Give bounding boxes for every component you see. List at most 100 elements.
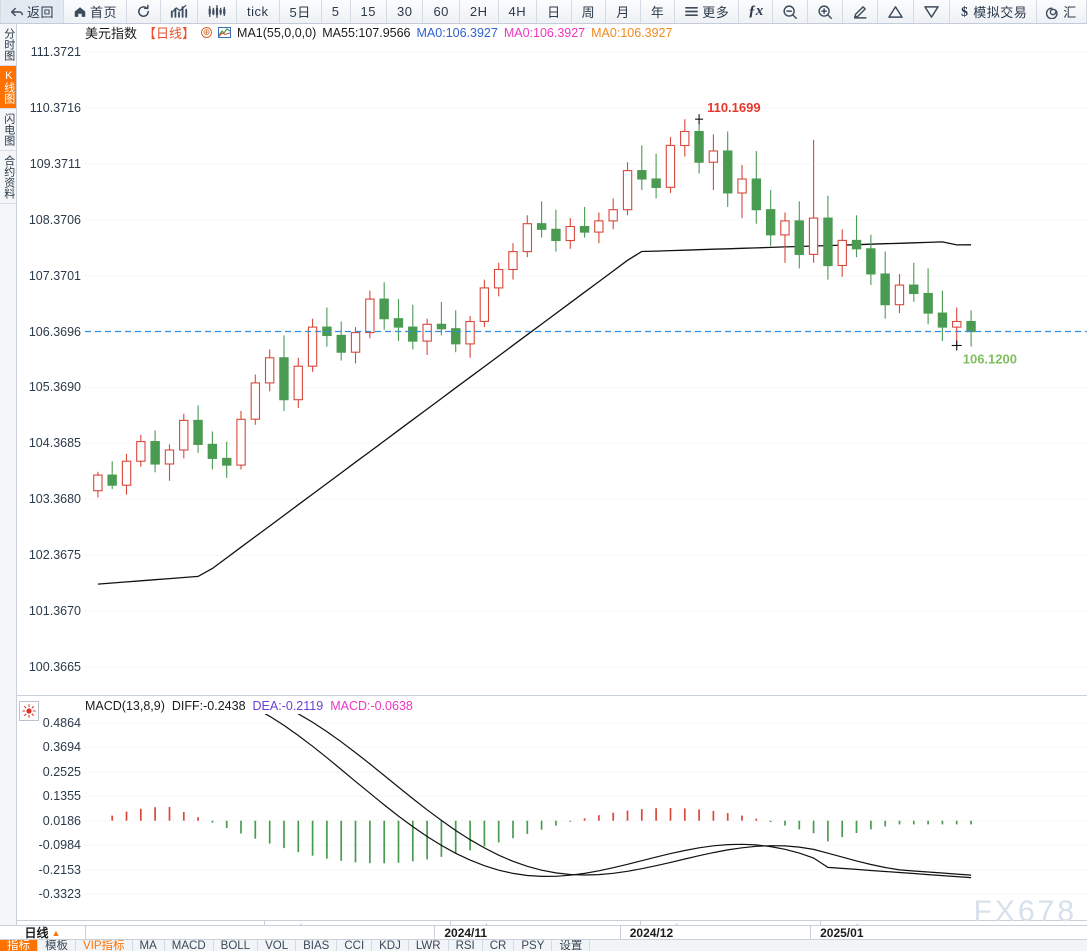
price-plot-area[interactable]: 110.1699 106.1200: [85, 41, 1087, 696]
macd-diff-value: DIFF:-0.2438: [171, 698, 246, 713]
indicator-tab-vip指标[interactable]: VIP指标: [76, 940, 133, 951]
chart-type-button[interactable]: [161, 0, 199, 23]
draw-button[interactable]: [843, 0, 879, 23]
down-triangle-button[interactable]: [914, 0, 951, 23]
svg-text:110.1699: 110.1699: [707, 100, 761, 115]
indicator-tab-设置[interactable]: 设置: [552, 940, 591, 951]
back-button-label: 返回: [27, 5, 55, 20]
ma55-value: MA55:107.9566: [322, 25, 411, 40]
period-15min-button-label: 15: [360, 4, 376, 19]
dollar-icon: $: [959, 4, 970, 19]
period-month-button-label: 月: [616, 5, 630, 20]
zoom-out-button[interactable]: [773, 0, 809, 23]
period-year-button-label: 年: [650, 5, 665, 20]
indicator-tab-lwr[interactable]: LWR: [409, 940, 449, 951]
up-triangle-button[interactable]: [878, 0, 915, 23]
period-day-button-label: 日: [547, 5, 561, 20]
period-year-button[interactable]: 年: [641, 0, 676, 23]
demo-trade-button[interactable]: $ 模拟交易: [950, 0, 1038, 23]
period-month-button[interactable]: 月: [606, 0, 641, 23]
period-day-button[interactable]: 日: [537, 0, 572, 23]
period-60min-button-label: 60: [433, 4, 449, 19]
macd-y-tick: 0.3694: [42, 740, 81, 755]
indicator-tab-macd[interactable]: MACD: [165, 940, 214, 951]
macd-legend: MACD(13,8,9) DIFF:-0.2438 DEA:-0.2119 MA…: [85, 697, 413, 714]
more-button-label: 更多: [702, 5, 730, 20]
period-2h-button[interactable]: 2H: [460, 0, 499, 23]
pencil-icon: [852, 4, 868, 20]
candlestick-button[interactable]: [198, 0, 238, 23]
macd-y-tick: 0.4864: [42, 716, 81, 730]
price-y-tick: 105.3690: [28, 380, 81, 395]
period-15min-button[interactable]: 15: [351, 0, 387, 23]
period-week-button-label: 周: [581, 5, 596, 20]
home-icon: [73, 5, 87, 19]
indicator-tab-boll[interactable]: BOLL: [214, 940, 259, 951]
price-y-tick: 106.3696: [28, 324, 81, 339]
svg-text:106.1200: 106.1200: [963, 351, 1017, 366]
main-toolbar: 返回 首页 tick 5日 5 15 30 60 2H 4H 日 周 月 年 更多 ƒx $ 模拟交易 汇: [0, 0, 1087, 24]
home-button[interactable]: 首页: [64, 0, 128, 23]
indicator-tab-模板[interactable]: 模板: [38, 940, 76, 951]
period-5min-button[interactable]: 5: [322, 0, 351, 23]
gear-small-icon[interactable]: ⊕: [201, 27, 213, 38]
indicator-tab-ma[interactable]: MA: [133, 940, 165, 951]
period-week-button[interactable]: 周: [572, 0, 607, 23]
period-30min-button[interactable]: 30: [387, 0, 424, 23]
ma0-pink-value: MA0:106.3927: [503, 25, 586, 40]
sidebar-item-2[interactable]: 闪电图: [0, 109, 16, 151]
macd-y-axis: 0.4864 0.3694 0.2525 0.1355 0.0186 -0.0984 -0.…: [17, 714, 85, 904]
indicator-tab-psy[interactable]: PSY: [514, 940, 553, 951]
period-60min-button[interactable]: 60: [423, 0, 460, 23]
macd-y-tick: -0.3323: [38, 887, 81, 901]
price-chart-legend: 美元指数 【日线】 ⊕ MA1(55,0,0,0) MA55:107.9566 …: [85, 24, 673, 42]
kline-icon[interactable]: [218, 27, 232, 38]
indicator-tab-vol[interactable]: VOL: [258, 940, 297, 951]
price-y-tick: 102.3675: [28, 548, 81, 563]
macd-y-tick: -0.0984: [38, 838, 81, 853]
period-badge[interactable]: 日线 ▲: [0, 926, 86, 940]
indicator-tab-cci[interactable]: CCI: [337, 940, 373, 951]
formula-button[interactable]: ƒx: [739, 0, 774, 23]
macd-macd-value: MACD:-0.0638: [330, 698, 413, 713]
sidebar-item-3[interactable]: 合约资料: [0, 151, 16, 204]
indicator-tab-指标[interactable]: 指标: [0, 940, 38, 951]
zoom-in-button[interactable]: [808, 0, 844, 23]
indicator-tab-kdj[interactable]: KDJ: [372, 940, 409, 951]
price-y-tick: 104.3685: [28, 436, 81, 451]
brightness-icon[interactable]: [19, 701, 39, 721]
ma0-orange-value: MA0:106.3927: [591, 25, 673, 40]
candlestick-icon: [207, 4, 227, 19]
period-4h-button[interactable]: 4H: [499, 0, 538, 23]
sidebar-item-0[interactable]: 分时图: [0, 24, 16, 66]
price-y-tick: 109.3711: [29, 156, 81, 171]
macd-plot-area[interactable]: [85, 714, 1087, 904]
fx-site-button-label: 汇: [1063, 5, 1077, 20]
triangle-up-icon: [887, 5, 904, 19]
price-y-tick: 107.3701: [28, 268, 81, 283]
period-5day-button[interactable]: 5日: [280, 0, 322, 23]
spiral-icon: [1046, 5, 1060, 19]
macd-y-tick: -0.2153: [38, 862, 81, 877]
period-5day-button-label: 5日: [289, 5, 311, 20]
macd-params: MACD(13,8,9): [85, 698, 165, 713]
period-label: 【日线】: [143, 26, 196, 41]
indicator-tab-cr[interactable]: CR: [483, 940, 515, 951]
refresh-button[interactable]: [127, 0, 162, 23]
ma0-blue-value: MA0:106.3927: [416, 25, 498, 40]
back-button[interactable]: 返回: [0, 0, 65, 23]
ma1-params: MA1(55,0,0,0): [237, 25, 317, 40]
tick-button[interactable]: tick: [237, 0, 280, 23]
indicator-tab-rsi[interactable]: RSI: [449, 940, 483, 951]
price-y-tick: 100.3665: [28, 660, 81, 674]
left-sidebar: 分时图 K线图 闪电图 合约资料: [0, 24, 17, 939]
macd-dea-value: DEA:-0.2119: [252, 698, 324, 713]
indicator-tab-bias[interactable]: BIAS: [296, 940, 338, 951]
fx-site-button[interactable]: 汇: [1037, 0, 1087, 23]
status-date-separator: [619, 926, 621, 939]
period-5min-button-label: 5: [331, 4, 340, 19]
period-2h-button-label: 2H: [469, 4, 488, 19]
sidebar-item-1[interactable]: K线图: [0, 66, 16, 109]
back-arrow-icon: [10, 5, 24, 19]
more-button[interactable]: 更多: [675, 0, 740, 23]
